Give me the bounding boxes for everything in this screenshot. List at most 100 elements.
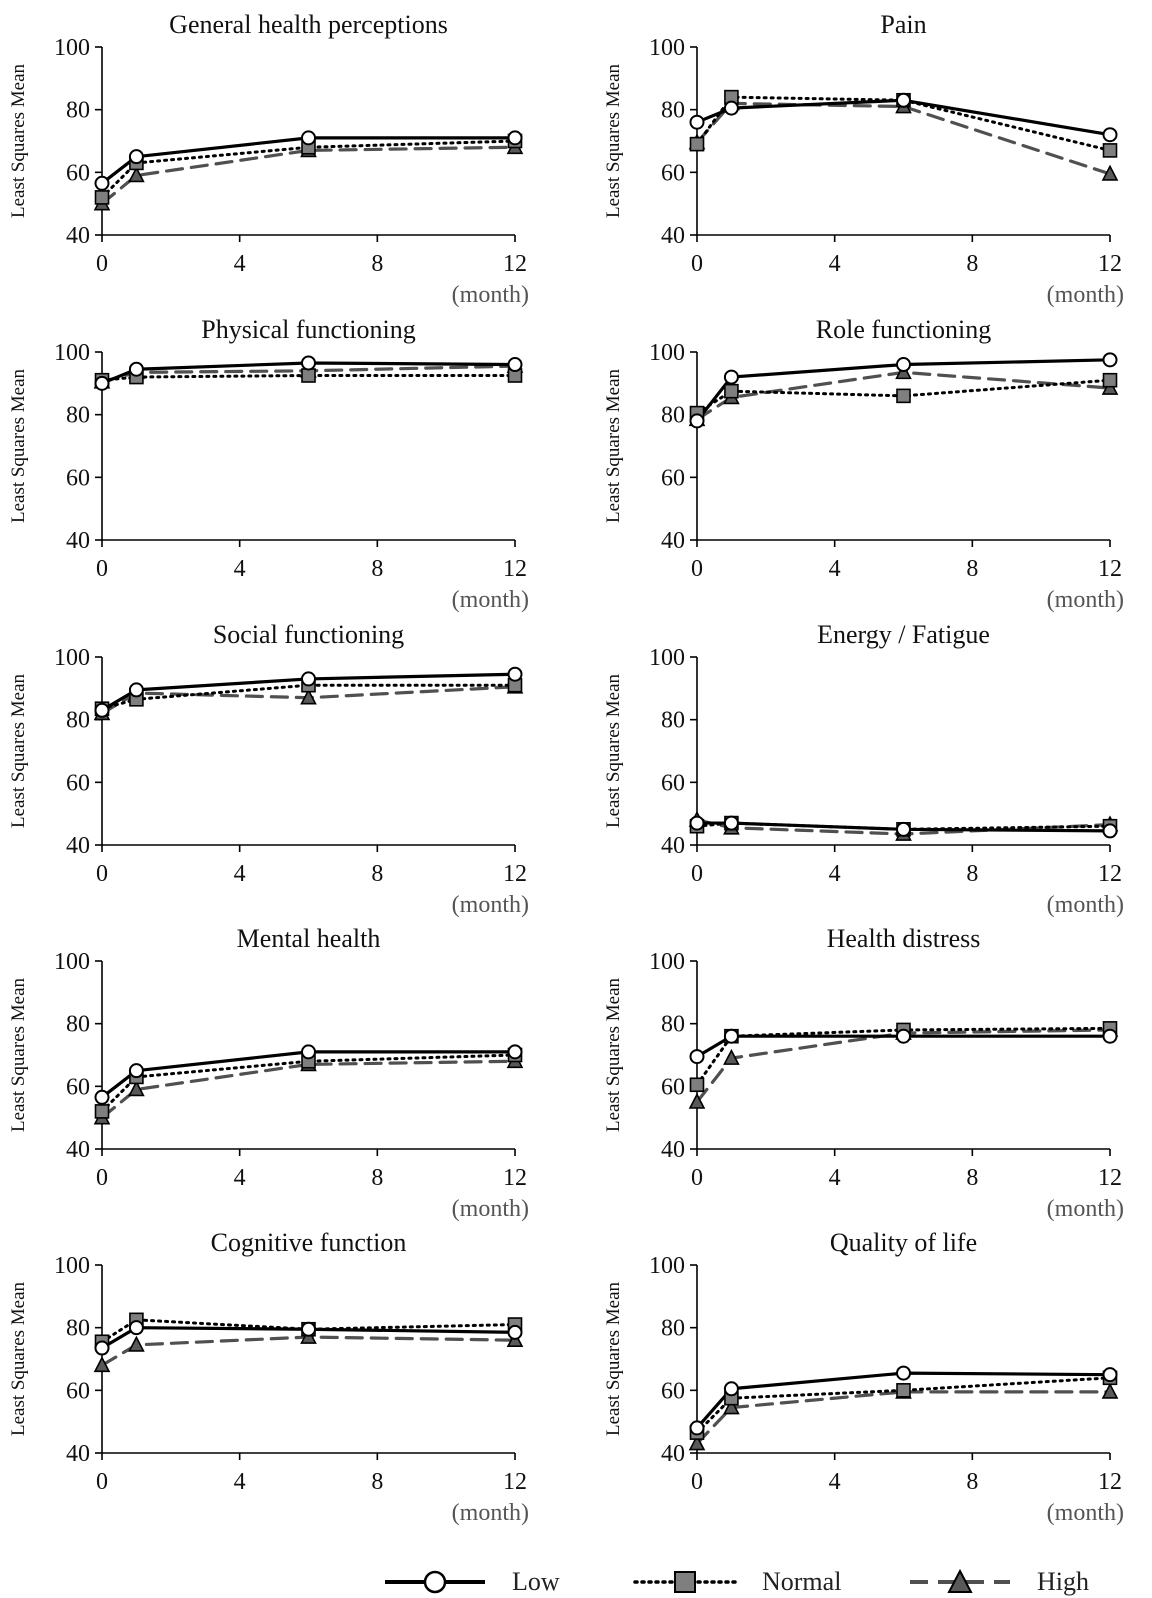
data-point-low xyxy=(128,361,144,377)
y-tick-label: 100 xyxy=(649,1253,685,1279)
data-point-normal xyxy=(724,383,739,399)
y-tick-label: 100 xyxy=(54,1253,90,1279)
x-tick-label: 0 xyxy=(691,251,703,277)
series-line-normal xyxy=(695,1376,1112,1435)
chart-general-health-perceptions: General health perceptions Least Squares … xyxy=(8,10,529,308)
x-axis-label: (month) xyxy=(1047,1196,1124,1222)
legend-marker-normal-icon xyxy=(633,1571,737,1593)
data-point-high xyxy=(1101,164,1119,181)
legend-label-low: Low xyxy=(512,1567,560,1596)
y-tick-label: 60 xyxy=(661,1378,685,1404)
x-axis-label: (month) xyxy=(452,282,529,308)
y-axis-label: Least Squares Mean xyxy=(8,673,29,828)
data-point-low xyxy=(128,1063,144,1079)
data-point-low xyxy=(94,1340,110,1356)
data-point-low xyxy=(1102,823,1118,839)
data-point-low xyxy=(94,702,110,718)
x-tick-label: 0 xyxy=(691,861,703,887)
x-axis-label: (month) xyxy=(452,1500,529,1526)
y-tick-label: 100 xyxy=(649,35,685,61)
x-tick-label: 12 xyxy=(503,251,527,277)
data-point-low xyxy=(507,666,523,682)
y-axis-label: Least Squares Mean xyxy=(603,368,624,523)
figure-grid: General health perceptions Least Squares … xyxy=(8,10,1124,1526)
y-tick-label: 40 xyxy=(66,528,90,554)
x-tick-label: 8 xyxy=(966,1165,978,1191)
data-point-normal xyxy=(896,388,911,404)
y-tick-label: 60 xyxy=(66,770,90,796)
chart-title: Quality of life xyxy=(830,1228,977,1257)
y-tick-label: 60 xyxy=(661,160,685,186)
data-point-low xyxy=(1102,352,1118,368)
y-axis-label: Least Squares Mean xyxy=(603,977,624,1132)
data-point-low xyxy=(723,1028,739,1044)
y-tick-label: 80 xyxy=(66,1012,90,1038)
x-tick-label: 4 xyxy=(829,1165,841,1191)
y-axis-label: Least Squares Mean xyxy=(8,1281,29,1436)
series-line-high xyxy=(695,1028,1112,1104)
x-axis-label: (month) xyxy=(1047,1500,1124,1526)
series-line-low xyxy=(695,98,1112,137)
chart-title: Role functioning xyxy=(816,315,991,344)
y-axis-label: Least Squares Mean xyxy=(8,977,29,1132)
y-tick-label: 60 xyxy=(661,770,685,796)
x-tick-label: 0 xyxy=(96,251,108,277)
data-point-low xyxy=(896,92,911,108)
x-tick-label: 0 xyxy=(96,556,108,582)
data-point-low xyxy=(301,671,316,687)
legend-item-normal: Normal xyxy=(630,1567,842,1596)
legend-marker-low-icon xyxy=(385,1570,485,1594)
y-tick-label: 100 xyxy=(649,949,685,975)
y-tick-label: 60 xyxy=(661,465,685,491)
data-point-low xyxy=(507,357,523,373)
legend-label-normal: Normal xyxy=(762,1567,842,1596)
x-tick-label: 8 xyxy=(371,556,383,582)
series-line-high xyxy=(695,1390,1112,1446)
x-tick-label: 4 xyxy=(829,1469,841,1495)
x-tick-label: 0 xyxy=(96,1469,108,1495)
x-tick-label: 4 xyxy=(829,861,841,887)
series-line-normal xyxy=(100,139,517,199)
x-tick-label: 12 xyxy=(503,861,527,887)
y-tick-label: 40 xyxy=(66,1137,90,1163)
data-point-low xyxy=(507,1044,523,1060)
series-line-low xyxy=(695,1034,1112,1059)
y-axis-label: Least Squares Mean xyxy=(8,368,29,523)
y-tick-label: 80 xyxy=(661,403,685,429)
y-tick-label: 80 xyxy=(66,708,90,734)
y-axis-label: Least Squares Mean xyxy=(8,63,29,218)
series-line-low xyxy=(695,358,1112,423)
series-line-high xyxy=(100,685,517,716)
data-point-normal xyxy=(301,368,316,383)
x-tick-label: 4 xyxy=(234,1469,246,1495)
legend-item-high: High xyxy=(905,1567,1089,1596)
y-tick-label: 40 xyxy=(66,833,90,859)
y-tick-label: 100 xyxy=(54,949,90,975)
x-axis-label: (month) xyxy=(452,1196,529,1222)
data-point-low xyxy=(689,413,705,429)
y-axis-label: Least Squares Mean xyxy=(603,63,624,218)
y-tick-label: 100 xyxy=(54,35,90,61)
series-line-normal xyxy=(100,1318,517,1344)
y-tick-label: 100 xyxy=(649,340,685,366)
y-tick-label: 80 xyxy=(661,1012,685,1038)
data-point-low xyxy=(301,130,316,146)
data-point-normal xyxy=(689,1077,705,1093)
x-tick-label: 12 xyxy=(1098,556,1122,582)
data-point-low xyxy=(896,1365,911,1381)
y-tick-label: 40 xyxy=(661,223,685,249)
legend: Low Normal High xyxy=(380,1567,1140,1596)
data-point-high xyxy=(300,688,317,705)
data-point-low xyxy=(896,357,911,373)
data-point-high xyxy=(1101,1382,1119,1399)
series-line-normal xyxy=(695,1026,1112,1087)
y-axis-label: Least Squares Mean xyxy=(603,673,624,828)
y-tick-label: 60 xyxy=(66,1074,90,1100)
y-tick-label: 60 xyxy=(66,1378,90,1404)
data-point-high xyxy=(723,1398,740,1415)
x-tick-label: 8 xyxy=(371,251,383,277)
legend-marker-high-icon xyxy=(910,1568,1010,1593)
